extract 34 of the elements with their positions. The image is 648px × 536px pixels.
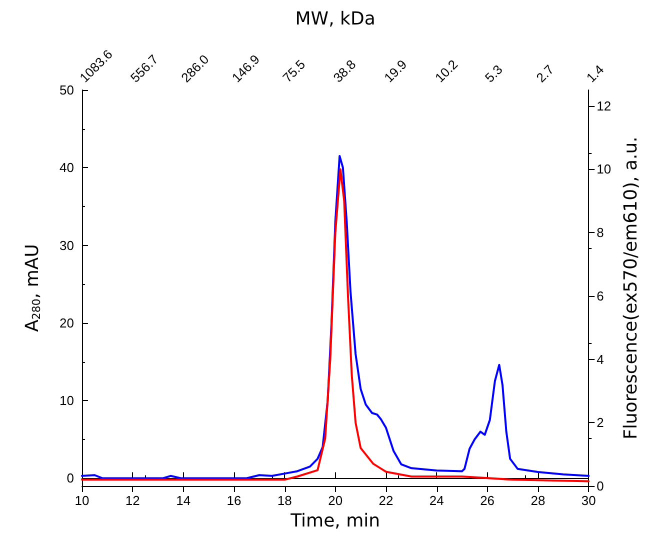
y2-tick-label: 8 [596, 225, 604, 240]
x-tick-label: 30 [581, 493, 596, 508]
x-tick-label: 24 [429, 493, 444, 508]
x2-tick-label: 5.3 [482, 62, 506, 86]
y-tick-label: 20 [60, 315, 74, 330]
y2-tick-label: 12 [596, 98, 612, 114]
x-tick-label: 22 [378, 493, 394, 508]
x-axis-title: Time, min [290, 510, 380, 532]
y-tick-label: 40 [60, 160, 74, 176]
y2-axis-title: Fluorescence(ex570/em610), a.u. [620, 136, 642, 440]
x2-tick-label: 19.9 [381, 56, 410, 86]
x2-tick-label: 1.4 [583, 62, 607, 86]
x-tick-label: 12 [125, 493, 140, 508]
x-tick-label: 26 [480, 493, 495, 508]
y2-tick-label: 6 [596, 288, 604, 304]
x-tick-label: 20 [328, 493, 343, 508]
x2-axis-title: MW, kDa [295, 8, 376, 30]
y-axis-title: A280, mAU [22, 244, 43, 332]
x2-tick-label: 75.5 [280, 56, 308, 86]
x-tick-label: 28 [530, 493, 546, 508]
y-tick-label: 0 [66, 470, 74, 486]
y-tick-label: 50 [60, 82, 74, 98]
y2-tick-label: 2 [596, 415, 604, 430]
x2-tick-label: 38.8 [330, 56, 359, 86]
x-tick-label: 14 [176, 493, 191, 508]
x-tick-label: 16 [226, 493, 242, 508]
y-tick-label: 30 [60, 238, 74, 253]
y-tick-label: 10 [60, 393, 74, 408]
x2-tick-label: 2.7 [533, 62, 557, 86]
y2-tick-label: 10 [596, 162, 612, 177]
y2-tick-label: 4 [596, 352, 604, 367]
x-tick-label: 10 [74, 493, 90, 508]
y2-tick-label: 0 [596, 478, 604, 494]
x-tick-label: 18 [277, 493, 292, 508]
